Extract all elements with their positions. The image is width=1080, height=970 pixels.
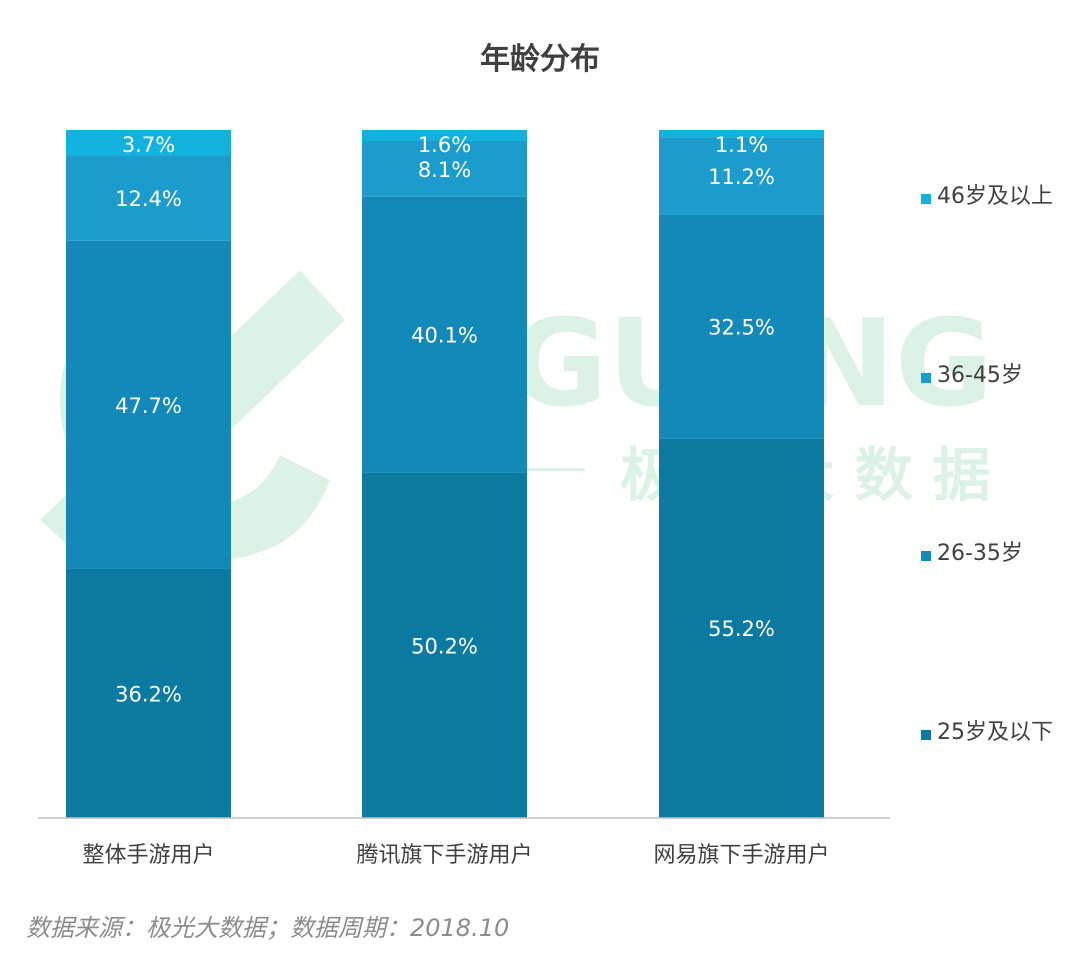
category-label: 网易旗下手游用户	[653, 843, 829, 868]
data-label: 12.4%	[115, 187, 182, 211]
data-label: 8.1%	[418, 158, 471, 182]
legend-label: 25岁及以下	[937, 720, 1053, 745]
data-label: 3.7%	[122, 133, 175, 157]
data-label: 47.7%	[115, 394, 182, 418]
data-label: 1.1%	[715, 133, 768, 157]
bar-segment	[362, 472, 527, 818]
bar-segment	[66, 240, 231, 569]
bar-segment	[659, 438, 824, 818]
bar-segment	[66, 568, 231, 818]
legend-label: 26-35岁	[937, 541, 1023, 566]
chart-title: 年龄分布	[480, 42, 600, 77]
legend-label: 46岁及以上	[937, 184, 1053, 209]
bar-segment	[659, 137, 824, 215]
category-label: 整体手游用户	[82, 843, 214, 868]
data-label: 1.6%	[418, 133, 471, 157]
bar-segment	[659, 130, 824, 138]
legend-swatch	[921, 730, 931, 740]
legend-swatch	[921, 194, 931, 204]
bar-segment	[362, 141, 527, 197]
data-label: 11.2%	[708, 165, 775, 189]
data-label: 36.2%	[115, 682, 182, 706]
data-label: 32.5%	[708, 315, 775, 339]
bar-segment	[659, 214, 824, 439]
bar-segment	[362, 130, 527, 142]
bar-segment	[66, 130, 231, 156]
legend-label: 36-45岁	[937, 363, 1023, 388]
legend-swatch	[921, 373, 931, 383]
data-label: 40.1%	[411, 324, 478, 348]
data-source-note: 数据来源：极光大数据；数据周期：2018.10	[26, 914, 510, 942]
bar-segment	[362, 196, 527, 473]
category-label: 腾讯旗下手游用户	[356, 843, 532, 868]
data-label: 55.2%	[708, 617, 775, 641]
legend-swatch	[921, 551, 931, 561]
data-label: 50.2%	[411, 634, 478, 658]
bar-segment	[66, 155, 231, 241]
